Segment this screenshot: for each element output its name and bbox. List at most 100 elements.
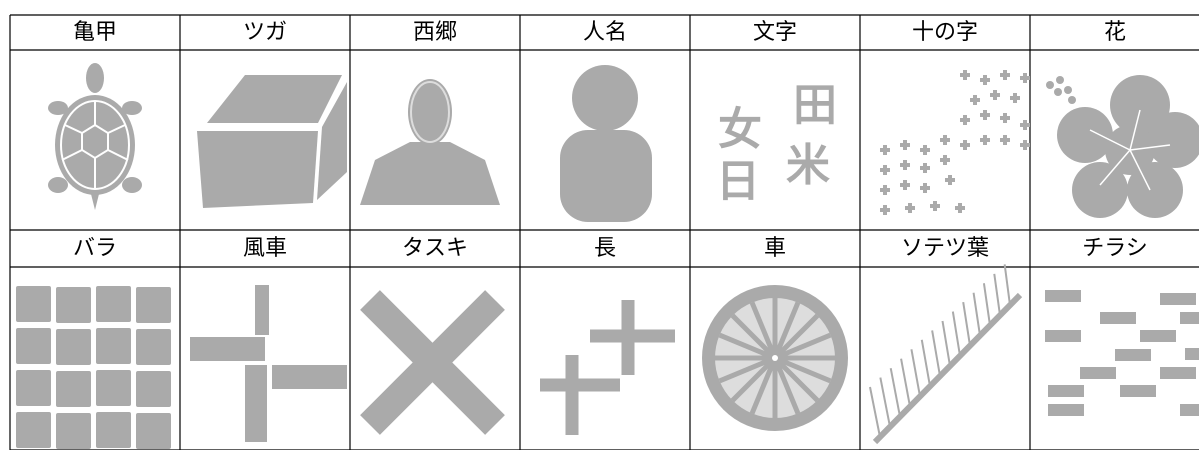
header-label: ソテツ葉 bbox=[901, 236, 989, 261]
spoke bbox=[772, 301, 801, 359]
header-label: 文字 bbox=[753, 20, 797, 45]
leaflet bbox=[941, 320, 951, 367]
slip bbox=[1100, 312, 1136, 324]
cross bbox=[920, 145, 930, 155]
cross bbox=[980, 110, 990, 120]
leaflet bbox=[982, 283, 991, 326]
cross bbox=[980, 135, 990, 145]
tile bbox=[16, 370, 51, 406]
tile bbox=[96, 286, 131, 322]
tile bbox=[56, 413, 91, 449]
cross bbox=[920, 183, 930, 193]
leaflet bbox=[962, 301, 971, 346]
cross bbox=[1000, 70, 1010, 80]
cross bbox=[1020, 73, 1030, 83]
cross bbox=[960, 115, 970, 125]
cross bbox=[940, 155, 950, 165]
cross bbox=[1020, 140, 1030, 150]
moji-glyph: 女 bbox=[718, 104, 762, 155]
leaflet bbox=[869, 386, 881, 438]
cross bbox=[880, 165, 890, 175]
cross bbox=[900, 140, 910, 150]
table-grid bbox=[9, 14, 1199, 450]
cross bbox=[930, 201, 940, 211]
spoke bbox=[772, 357, 801, 415]
slip bbox=[1185, 348, 1199, 360]
icon-steps bbox=[540, 300, 675, 435]
slip bbox=[1048, 385, 1084, 397]
slip bbox=[1140, 330, 1176, 342]
header-label: 十の字 bbox=[912, 20, 978, 45]
icon-bust bbox=[360, 79, 500, 205]
leaflet bbox=[889, 367, 901, 417]
icon-moji: 女田日米 bbox=[716, 80, 837, 207]
icon-scatter bbox=[1045, 290, 1199, 416]
slip bbox=[1048, 404, 1084, 416]
cross bbox=[980, 75, 990, 85]
leaflet bbox=[951, 311, 961, 357]
cross bbox=[1000, 135, 1010, 145]
header-label: 人名 bbox=[583, 20, 627, 45]
tile bbox=[56, 371, 91, 407]
leaflet bbox=[910, 349, 921, 397]
tile bbox=[136, 371, 171, 407]
slip bbox=[1045, 330, 1081, 342]
tile bbox=[16, 286, 51, 322]
leaflet bbox=[1003, 264, 1011, 306]
tile bbox=[56, 329, 91, 365]
leaflet bbox=[879, 377, 891, 428]
icon-pinwheel bbox=[190, 285, 347, 442]
leaflet bbox=[900, 358, 911, 407]
header-label: 車 bbox=[764, 236, 786, 261]
icon-x bbox=[360, 290, 505, 435]
header-labels: 亀甲 ツガ 西郷 人名 文字 十の字 花バラ 風車 タスキ 長 車 ソテツ葉 チラシ bbox=[73, 20, 1148, 261]
tile bbox=[96, 328, 131, 364]
slip bbox=[1160, 293, 1196, 305]
icon-rose-grid bbox=[16, 286, 171, 449]
icon-person bbox=[560, 65, 652, 222]
icon-wheel bbox=[702, 285, 848, 431]
cross bbox=[1010, 93, 1020, 103]
tile bbox=[56, 287, 91, 323]
cross bbox=[955, 203, 965, 213]
slip bbox=[1180, 404, 1199, 416]
header-label: 花 bbox=[1104, 20, 1126, 45]
header-label: 亀甲 bbox=[73, 20, 117, 45]
slip bbox=[1160, 367, 1196, 379]
spoke bbox=[749, 301, 778, 359]
header-label: 長 bbox=[594, 236, 616, 261]
moji-glyph: 日 bbox=[716, 156, 760, 207]
header-label: バラ bbox=[73, 236, 117, 261]
header-label: ツガ bbox=[243, 20, 287, 45]
cross bbox=[945, 175, 955, 185]
tile bbox=[136, 329, 171, 365]
hub-dot bbox=[772, 355, 778, 361]
cross bbox=[880, 205, 890, 215]
slip bbox=[1080, 367, 1116, 379]
leaflet bbox=[920, 339, 931, 387]
cross bbox=[900, 180, 910, 190]
cross bbox=[970, 95, 980, 105]
spoke bbox=[749, 357, 778, 415]
moji-glyph: 米 bbox=[786, 140, 830, 191]
slip bbox=[1120, 385, 1156, 397]
tile bbox=[96, 412, 131, 448]
leaflet bbox=[972, 292, 981, 336]
cross bbox=[1000, 113, 1010, 123]
cross bbox=[990, 90, 1000, 100]
header-label: 西郷 bbox=[413, 20, 457, 45]
cross bbox=[920, 163, 930, 173]
icon-box bbox=[197, 75, 347, 208]
cross bbox=[960, 70, 970, 80]
slip bbox=[1180, 312, 1199, 324]
cross bbox=[880, 185, 890, 195]
icon-turtle bbox=[48, 63, 142, 210]
moji-glyph: 田 bbox=[793, 80, 837, 131]
cross bbox=[880, 145, 890, 155]
leaflet bbox=[993, 273, 1001, 316]
cross bbox=[900, 160, 910, 170]
tile bbox=[16, 412, 51, 448]
icon-leaf bbox=[869, 264, 1023, 445]
icon-crosses bbox=[880, 70, 1030, 215]
